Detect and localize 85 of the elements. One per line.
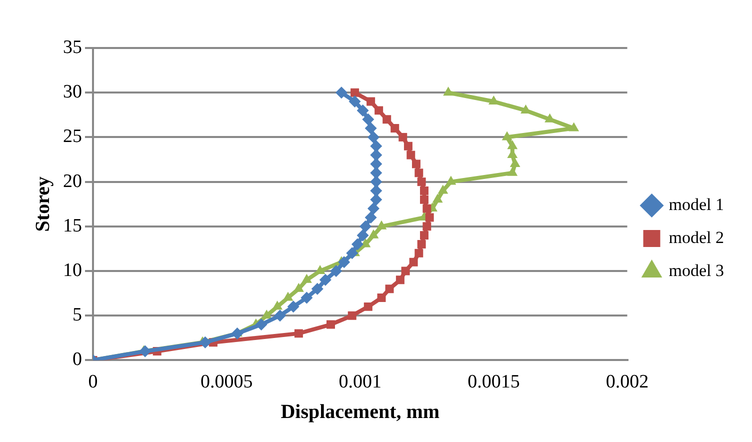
point <box>367 131 380 144</box>
point <box>335 86 348 99</box>
point <box>364 211 377 224</box>
legend-label: model 3 <box>668 260 724 280</box>
point <box>364 302 372 311</box>
point <box>368 229 379 238</box>
point <box>282 292 294 301</box>
point <box>348 311 356 320</box>
point <box>255 318 268 331</box>
y-tick-label: 5 <box>72 304 82 326</box>
y-axis-title: Storey <box>32 176 54 232</box>
point <box>417 178 426 186</box>
point <box>414 168 424 178</box>
point <box>261 310 272 319</box>
x-tick-label: 0.001 <box>338 372 382 393</box>
y-tick-label: 35 <box>63 36 82 58</box>
point <box>326 320 335 329</box>
x-tick-label: 0.002 <box>606 372 649 393</box>
point <box>272 300 283 310</box>
point <box>293 282 304 292</box>
point <box>422 204 432 213</box>
point <box>300 292 313 304</box>
point <box>362 113 374 126</box>
point <box>412 160 420 168</box>
point <box>507 166 518 176</box>
x-tick-label: 0.0015 <box>468 372 520 393</box>
y-tick-label: 10 <box>63 260 82 281</box>
y-tick-label: 20 <box>63 170 82 192</box>
point <box>422 222 432 231</box>
point <box>417 240 426 248</box>
x-tick-label: 0 <box>88 372 98 393</box>
point <box>443 86 454 96</box>
point <box>502 131 512 140</box>
x-axis-title: Displacement, mm <box>280 401 440 424</box>
point <box>351 238 364 250</box>
point <box>438 184 448 194</box>
point <box>311 282 324 295</box>
point <box>404 142 412 150</box>
point <box>338 256 350 268</box>
point <box>231 327 244 340</box>
point <box>364 122 377 134</box>
point <box>420 186 428 195</box>
point <box>356 229 369 242</box>
point <box>199 336 212 348</box>
y-tick-label: 15 <box>63 215 82 236</box>
y-tick-label: 30 <box>63 82 82 103</box>
point <box>367 202 380 215</box>
point <box>348 96 361 108</box>
point <box>406 150 416 160</box>
point <box>390 124 400 133</box>
point <box>507 140 518 150</box>
point <box>287 300 300 313</box>
point <box>302 274 312 283</box>
point <box>420 231 428 240</box>
point <box>366 97 376 106</box>
point <box>294 329 303 338</box>
x-tick-label: 0.0005 <box>200 372 253 393</box>
point <box>568 122 580 132</box>
point <box>374 106 384 115</box>
point <box>350 88 360 97</box>
point <box>420 195 428 204</box>
point <box>510 158 520 167</box>
point <box>446 176 456 185</box>
y-tick-label: 25 <box>63 126 82 148</box>
point <box>376 220 387 230</box>
point <box>396 276 404 284</box>
point <box>330 265 342 277</box>
legend-label: model 2 <box>668 228 724 247</box>
point <box>385 284 394 294</box>
point <box>359 220 372 232</box>
point <box>382 115 392 124</box>
point <box>414 248 424 258</box>
point <box>377 294 386 302</box>
point <box>398 132 408 142</box>
point <box>356 104 369 116</box>
point <box>409 258 418 266</box>
point <box>401 266 410 276</box>
point <box>346 247 358 260</box>
point <box>274 310 286 322</box>
point <box>425 213 434 222</box>
point <box>139 345 152 358</box>
legend-label: model 1 <box>668 194 724 214</box>
point <box>319 274 332 286</box>
point <box>432 194 443 203</box>
y-tick-label: 0 <box>72 349 82 370</box>
